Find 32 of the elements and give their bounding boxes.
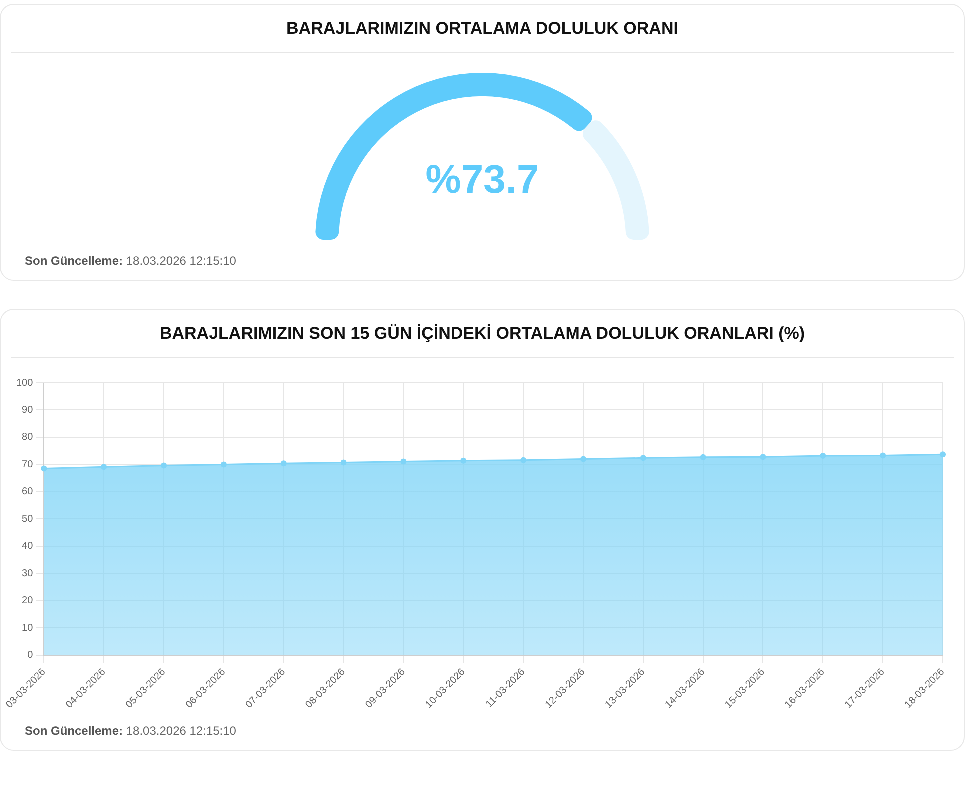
- y-tick-label: 50: [22, 514, 34, 525]
- y-tick-label: 70: [22, 459, 34, 470]
- point: [41, 466, 48, 472]
- point: [340, 460, 347, 466]
- point: [460, 458, 467, 464]
- point: [161, 462, 168, 469]
- point: [400, 458, 407, 465]
- text: Son Güncelleme: 18.03.2026 12:15:10: [24, 254, 238, 268]
- y-tick-label: 40: [22, 541, 34, 552]
- y-tick-label: 60: [22, 486, 34, 498]
- point: [880, 452, 886, 459]
- y-tick-label: 0: [28, 650, 34, 662]
- point: [820, 452, 826, 459]
- point: [940, 452, 946, 458]
- y-tick-label: 20: [22, 596, 34, 607]
- chart-title: BARAJLARIMIZIN SON 15 GÜN İÇİNDEKİ ORTALAMA DOLULUK ORANLARI (%): [11, 310, 954, 358]
- point: [640, 455, 646, 462]
- point: [580, 456, 586, 462]
- y-tick-label: 10: [22, 622, 34, 634]
- point: [520, 457, 527, 464]
- y-tick-label: 30: [22, 568, 34, 580]
- y-tick-label: 90: [22, 404, 34, 416]
- chart-title: BARAJLARIMIZIN ORTALAMA DOLULUK ORANI: [11, 5, 954, 53]
- point: [700, 454, 706, 460]
- point: [760, 454, 766, 460]
- point: [220, 462, 227, 468]
- text: Son Güncelleme: 18.03.2026 12:15:10: [24, 724, 238, 738]
- point: [101, 464, 108, 470]
- y-tick-label: 100: [16, 378, 34, 389]
- point: [280, 460, 287, 467]
- data-label: %73.7: [426, 158, 540, 202]
- y-tick-label: 80: [22, 432, 34, 444]
